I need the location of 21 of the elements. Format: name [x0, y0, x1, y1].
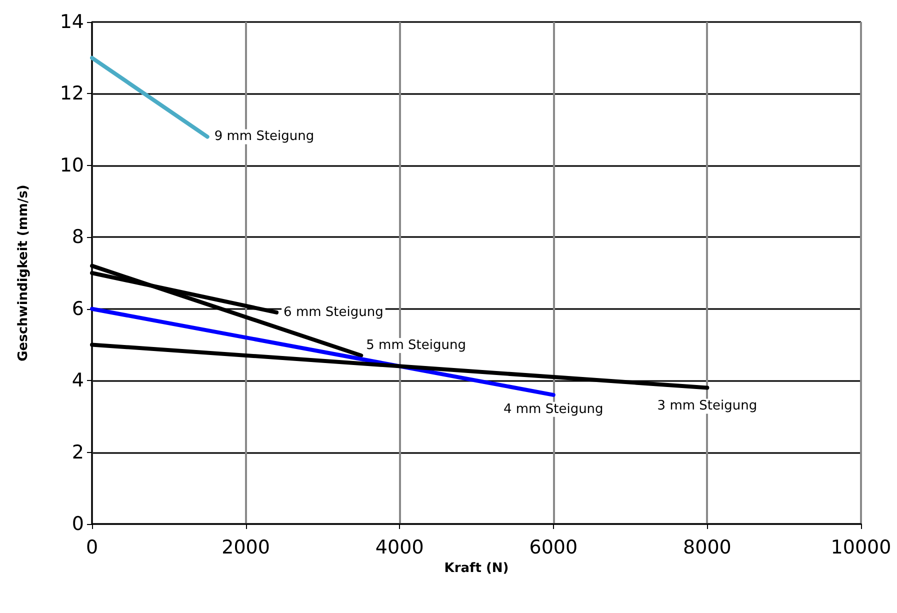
y-tick-label: 2: [72, 441, 84, 464]
series-label: 9 mm Steigung: [214, 129, 314, 144]
y-tick-label: 10: [60, 154, 84, 176]
x-axis-title: Kraft (N): [444, 560, 509, 576]
y-tick-label: 8: [72, 226, 84, 248]
y-tick-label: 14: [60, 11, 84, 33]
x-tick-label: 8000: [683, 536, 732, 558]
y-tick-label: 0: [72, 513, 84, 535]
series-label: 5 mm Steigung: [366, 338, 466, 353]
y-tick-label: 12: [60, 82, 84, 105]
series-label: 3 mm Steigung: [657, 398, 758, 414]
x-tick-label: 2000: [222, 536, 270, 558]
x-tick-label: 4000: [375, 536, 424, 558]
y-axis-title: Geschwindigkeit (mm/s): [16, 184, 31, 362]
x-tick-label: 6000: [529, 536, 578, 558]
y-tick-label: 4: [72, 370, 84, 392]
series-label: 4 mm Steigung: [503, 402, 604, 417]
x-tick-label: 0: [86, 536, 98, 558]
x-tick-label: 10000: [830, 536, 892, 558]
y-tick-label: 6: [72, 298, 84, 320]
series-label: 6 mm Steigung: [284, 304, 384, 320]
